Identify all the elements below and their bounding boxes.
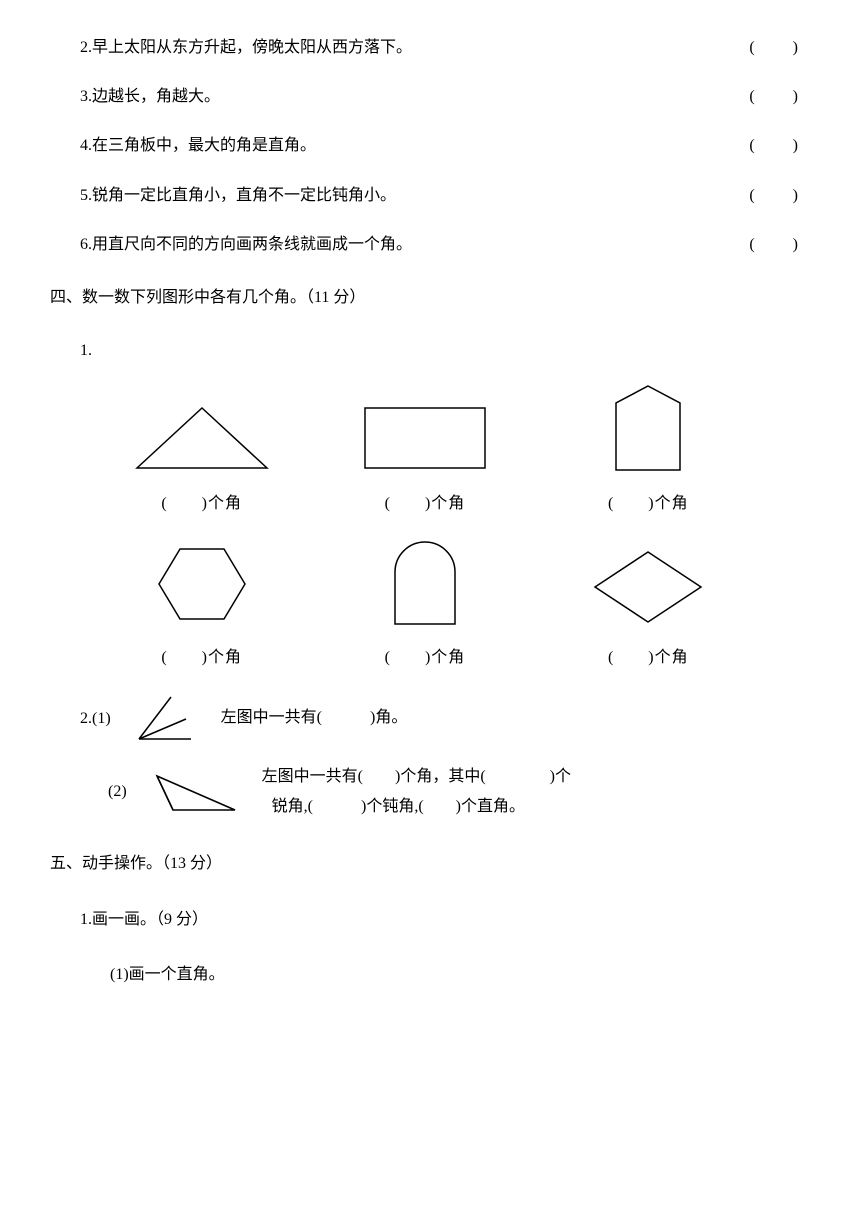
arch-icon	[375, 532, 475, 632]
tf-item-3: 3.边越长，角越大。 ( )	[50, 79, 800, 114]
section5-q1: 1.画一画。（9 分）	[80, 902, 800, 937]
shape-diamond: ( )个角	[558, 542, 738, 675]
tf-text: 2.早上太阳从东方升起，傍晚太阳从西方落下。	[80, 30, 710, 65]
q4-2-2-text-line1: 左图中一共有( )个角，其中( )个	[262, 762, 571, 792]
shapes-row-1: ( )个角 ( )个角 ( )个角	[90, 378, 760, 521]
tf-item-5: 5.锐角一定比直角小，直角不一定比钝角小。 ( )	[50, 178, 800, 213]
shape-triangle: ( )个角	[112, 398, 292, 521]
shape-arch: ( )个角	[335, 532, 515, 675]
tf-item-6: 6.用直尺向不同的方向画两条线就画成一个角。 ( )	[50, 227, 800, 262]
q4-2-2: (2) 左图中一共有( )个角，其中( )个 锐角,( )个钝角,( )个直角。	[80, 762, 800, 823]
section5-title: 五、动手操作。（13 分）	[50, 846, 800, 881]
tf-paren: ( )	[710, 128, 800, 163]
tf-item-4: 4.在三角板中，最大的角是直角。 ( )	[50, 128, 800, 163]
q4-1-prefix: 1.	[80, 342, 92, 359]
section5-q1-1: (1)画一个直角。	[110, 957, 800, 992]
pentagon-house-icon	[598, 378, 698, 478]
shape-rectangle: ( )个角	[335, 398, 515, 521]
angle-fan-icon	[131, 691, 201, 746]
shape-hexagon: ( )个角	[112, 537, 292, 675]
shape-label: ( )个角	[608, 486, 689, 521]
triangle-small-icon	[147, 768, 242, 818]
shape-pentagon-house: ( )个角	[558, 378, 738, 521]
page: 2.早上太阳从东方升起，傍晚太阳从西方落下。 ( ) 3.边越长，角越大。 ( …	[0, 0, 860, 1022]
q4-1: 1.	[50, 333, 800, 368]
shape-label: ( )个角	[385, 640, 466, 675]
diamond-icon	[583, 542, 713, 632]
q4-2-2-text: 左图中一共有( )个角，其中( )个 锐角,( )个钝角,( )个直角。	[262, 762, 571, 823]
tf-paren: ( )	[710, 178, 800, 213]
tf-text: 5.锐角一定比直角小，直角不一定比钝角小。	[80, 178, 710, 213]
tf-paren: ( )	[710, 79, 800, 114]
hexagon-icon	[147, 537, 257, 632]
tf-item-2: 2.早上太阳从东方升起，傍晚太阳从西方落下。 ( )	[50, 30, 800, 65]
q4-2-1-num: 2.(1)	[80, 701, 111, 736]
q4-2-2-text-line2: 锐角,( )个钝角,( )个直角。	[262, 792, 571, 822]
shapes-row-2: ( )个角 ( )个角 ( )个角	[90, 532, 760, 675]
triangle-icon	[127, 398, 277, 478]
q4-2-1: 2.(1) 左图中一共有( )角。	[80, 691, 800, 746]
tf-text: 4.在三角板中，最大的角是直角。	[80, 128, 710, 163]
shape-label: ( )个角	[161, 640, 242, 675]
tf-text: 3.边越长，角越大。	[80, 79, 710, 114]
shape-label: ( )个角	[385, 486, 466, 521]
rectangle-icon	[355, 398, 495, 478]
shape-label: ( )个角	[161, 486, 242, 521]
q4-2-2-num: (2)	[108, 774, 127, 809]
tf-paren: ( )	[710, 227, 800, 262]
section4-title: 四、数一数下列图形中各有几个角。（11 分）	[50, 280, 800, 315]
q4-2-1-text: 左图中一共有( )角。	[221, 703, 408, 733]
tf-paren: ( )	[710, 30, 800, 65]
tf-text: 6.用直尺向不同的方向画两条线就画成一个角。	[80, 227, 710, 262]
shape-label: ( )个角	[608, 640, 689, 675]
